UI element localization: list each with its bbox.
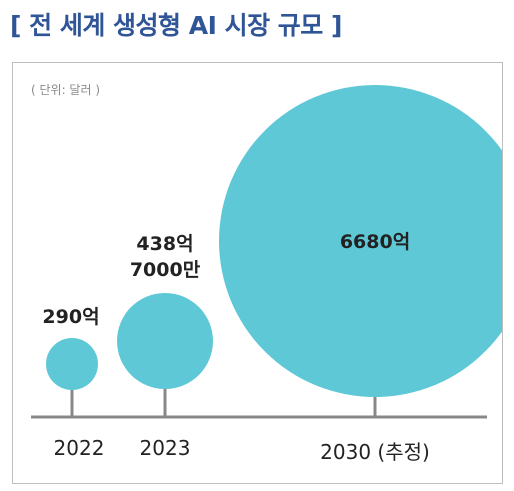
- chart-title: [ 전 세계 생성형 AI 시장 규모 ]: [10, 11, 342, 40]
- bubble-2030: [219, 85, 502, 397]
- bubble-2022: [46, 338, 98, 390]
- category-label-2022: 2022: [53, 436, 105, 460]
- unit-note: ( 단위: 달러 ): [31, 83, 101, 97]
- chart-panel: ( 단위: 달러 ) 290억 438억 7000만 6680억 2022 20…: [12, 62, 503, 484]
- value-label-2022: 290억: [42, 306, 100, 328]
- bubble-2023: [117, 293, 213, 389]
- category-label-2023: 2023: [139, 436, 191, 460]
- value-label-2023: 438억 7000만: [129, 233, 201, 281]
- value-label-2030: 6680억: [339, 231, 411, 253]
- category-label-2030: 2030 (추정): [320, 440, 430, 464]
- bubble-chart: [31, 85, 502, 419]
